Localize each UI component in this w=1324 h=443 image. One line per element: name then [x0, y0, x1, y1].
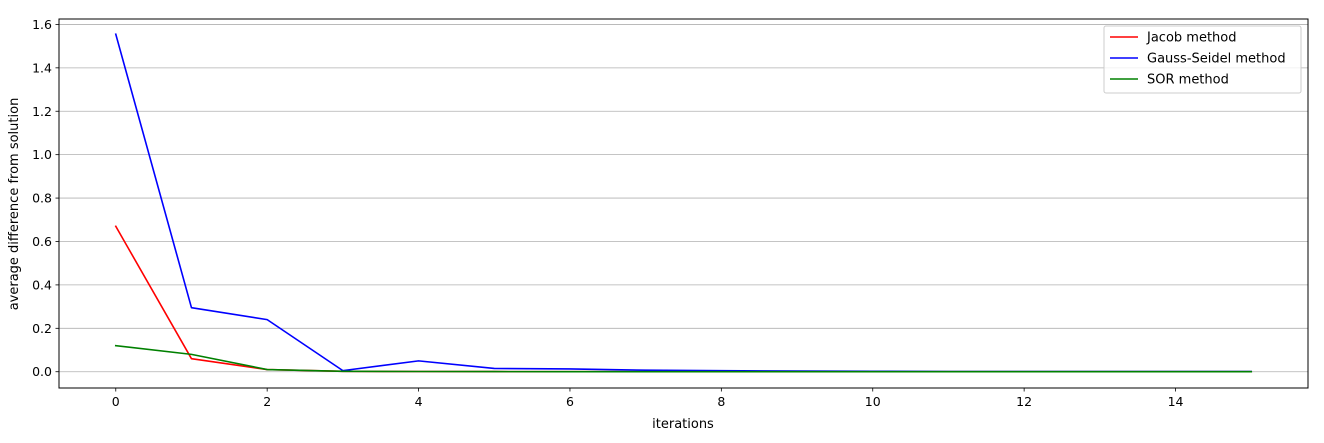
- legend-box: [1103, 25, 1302, 94]
- x-tick-label: 4: [415, 394, 423, 409]
- x-axis-title: iterations: [652, 417, 714, 432]
- series-lines: [114, 33, 1253, 373]
- y-axis-title: average difference from solution: [7, 98, 22, 311]
- x-tick-label: 0: [112, 394, 120, 409]
- plot-frame: [58, 18, 1309, 389]
- y-tick-label: 0.8: [32, 191, 52, 206]
- x-tick-label: 10: [865, 394, 881, 409]
- axis-ticks: 0.0 0.2 0.4 0.6 0.8 1.0 1.2 1.4 1.6 0 2 4 6 8 10 12 14: [32, 17, 1183, 409]
- y-tick-label: 1.0: [32, 147, 52, 162]
- legend-label: Jacob method: [1146, 31, 1237, 46]
- y-tick-label: 0.2: [32, 321, 52, 336]
- x-tick-label: 6: [566, 394, 574, 409]
- gridlines: [59, 24, 1308, 373]
- y-tick-label: 0.0: [32, 364, 52, 379]
- x-tick-label: 2: [263, 394, 271, 409]
- y-tick-label: 1.2: [32, 104, 52, 119]
- y-tick-label: 1.4: [32, 60, 52, 75]
- x-tick-label: 8: [717, 394, 725, 409]
- x-tick-label: 14: [1168, 394, 1184, 409]
- y-tick-label: 0.4: [32, 277, 52, 292]
- y-tick-label: 1.6: [32, 17, 52, 32]
- legend-label: Gauss-Seidel method: [1147, 52, 1286, 67]
- legend: Jacob method Gauss-Seidel method SOR metho…: [1103, 25, 1302, 94]
- legend-label: SOR method: [1147, 73, 1229, 88]
- series-line-3: [114, 344, 1253, 373]
- x-tick-label: 12: [1016, 394, 1032, 409]
- y-tick-label: 0.6: [32, 234, 52, 249]
